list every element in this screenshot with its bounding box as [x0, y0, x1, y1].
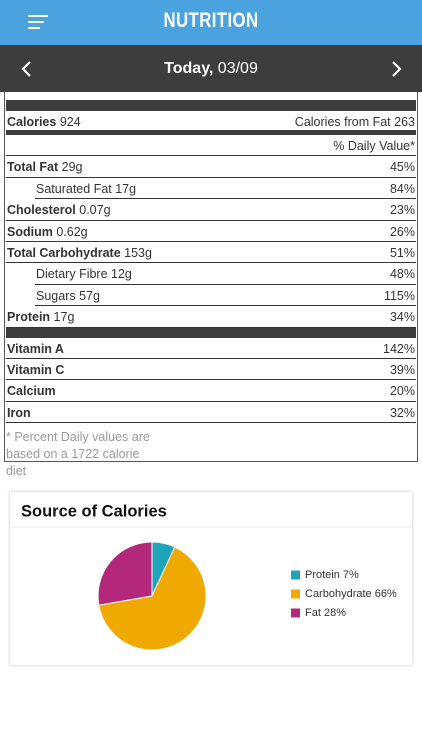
legend-value: 7% — [343, 569, 359, 581]
nutrient-amount: 153g — [124, 245, 152, 260]
nutrient-name: Protein — [7, 310, 51, 325]
nutrient-name: Total Carbohydrate — [7, 245, 121, 260]
nutrition-label: Calories 924 Calories from Fat 263 % Daily… — [4, 92, 418, 478]
nutrient: Vitamin C — [7, 363, 64, 377]
legend-name: Protein — [305, 569, 340, 581]
pie-slice — [97, 541, 153, 606]
daily-value: 39% — [389, 362, 415, 377]
nutrient: Calcium — [7, 384, 56, 398]
nutrient-amount: 0.62g — [56, 224, 88, 239]
legend-entry: Carbohydrate 66% — [305, 588, 397, 600]
daily-value: 26% — [389, 224, 415, 239]
thick-bar — [6, 326, 416, 338]
date-bar: Today, 03/09 — [0, 45, 422, 92]
pie-chart: Source of Calories Protein 7% Carbohydrat… — [10, 502, 412, 651]
nutrient: Sodium 0.62g — [7, 225, 88, 239]
daily-value: 115% — [383, 288, 415, 303]
legend-swatch — [291, 608, 300, 618]
nutrient: Sugars 57g — [36, 289, 100, 303]
calories-value: 924 — [59, 115, 81, 129]
nutrient-amount: 17g — [53, 310, 75, 325]
daily-value: 45% — [389, 160, 415, 175]
calories-label: Calories — [7, 115, 57, 129]
legend-value: 66% — [375, 588, 397, 600]
calories-from-fat-label: Calories from Fat — [294, 115, 391, 129]
nutrient: Iron — [7, 406, 31, 420]
nutrient-amount: 12g — [111, 267, 132, 282]
daily-value: 84% — [389, 181, 415, 196]
pie-slice — [98, 546, 207, 651]
menu-button[interactable] — [28, 14, 58, 34]
daily-value: 51% — [389, 245, 415, 260]
legend-entry: Fat 28% — [305, 607, 346, 619]
legend-swatch — [291, 589, 300, 599]
daily-value: 23% — [389, 203, 415, 218]
app-bar: NUTRITION — [0, 0, 422, 45]
daily-value: 142% — [383, 341, 415, 356]
daily-value: 48% — [389, 267, 415, 282]
dv-heading: % Daily Value* — [333, 139, 415, 153]
daily-value: 34% — [389, 310, 415, 325]
nutrient: Total Fat 29g — [7, 160, 83, 174]
nutrient-name: Saturated Fat — [36, 181, 112, 196]
legend-swatch — [291, 570, 300, 580]
nutrient: Total Carbohydrate 153g — [7, 246, 152, 260]
nutrient-row: Sugars 57g 115% — [35, 285, 416, 307]
nutrient-name: Cholesterol — [7, 203, 76, 218]
nutrient-row: Dietary Fibre 12g 48% — [35, 263, 416, 285]
calories-card: Source of Calories Protein 7% Carbohydrat… — [10, 492, 412, 665]
date: 03/09 — [217, 60, 258, 77]
calories-from-fat: Calories from Fat 263 — [295, 115, 415, 129]
nutrient-amount: 17g — [115, 181, 137, 196]
nutrient-row: Cholesterol 0.07g 23% — [6, 199, 416, 221]
legend-name: Fat — [305, 607, 321, 619]
thick-bar — [6, 130, 416, 135]
calories-from-fat-value: 263 — [394, 115, 415, 129]
prev-day[interactable] — [20, 60, 34, 78]
nutrient-amount: 0.07g — [79, 203, 111, 218]
nutrient-row: Vitamin C 39% — [6, 359, 416, 381]
nutrient-name: Iron — [7, 405, 31, 420]
nutrient: Protein 17g — [7, 310, 74, 324]
nutrient-name: Calcium — [7, 384, 56, 399]
nutrient-name: Vitamin C — [7, 362, 65, 377]
nutrient-name: Sugars — [36, 288, 76, 303]
nutrient-row: Protein 17g 34% — [6, 306, 416, 328]
calories: Calories 924 — [7, 115, 81, 129]
footnote: * Percent Daily values are based on a 17… — [6, 430, 150, 479]
nutrient: Vitamin A — [7, 342, 64, 356]
nutrient-row: Saturated Fat 17g 84% — [35, 178, 416, 200]
nutrient-name: Sodium — [7, 224, 53, 239]
legend-value: 28% — [324, 607, 346, 619]
nutrient: Cholesterol 0.07g — [7, 203, 111, 217]
nutrient-row: Calcium 20% — [6, 380, 416, 402]
next-day[interactable] — [389, 60, 403, 78]
nutrient-row: Sodium 0.62g 26% — [6, 221, 416, 242]
legend-entry: Protein 7% — [305, 569, 359, 581]
chart-title: Source of Calories — [21, 502, 167, 520]
nutrient-amount: 57g — [79, 288, 100, 303]
nutrient-row: Iron 32% — [6, 402, 416, 424]
calories-row: Calories 924 Calories from Fat 263 — [6, 111, 416, 130]
nutrient-row: Total Carbohydrate 153g 51% — [6, 242, 416, 264]
app-title: NUTRITION — [163, 9, 259, 32]
thick-bar — [6, 100, 416, 111]
nutrient-row: Vitamin A 142% — [6, 338, 416, 359]
legend-name: Carbohydrate — [305, 588, 372, 600]
daily-value: 20% — [389, 384, 415, 399]
nutrient: Saturated Fat 17g — [36, 182, 136, 196]
dv-heading-row: % Daily Value* — [6, 135, 416, 157]
nutrient-amount: 29g — [61, 160, 83, 175]
nutrient-name: Dietary Fibre — [36, 267, 108, 282]
nutrient-name: Total Fat — [7, 160, 59, 175]
nutrient-row: Total Fat 29g 45% — [6, 156, 416, 178]
nutrient: Dietary Fibre 12g — [36, 267, 132, 281]
date-label: Today, — [164, 60, 214, 77]
date-display: Today, 03/09 — [0, 60, 422, 78]
daily-value: 32% — [389, 405, 415, 420]
nutrient-name: Vitamin A — [7, 341, 64, 356]
